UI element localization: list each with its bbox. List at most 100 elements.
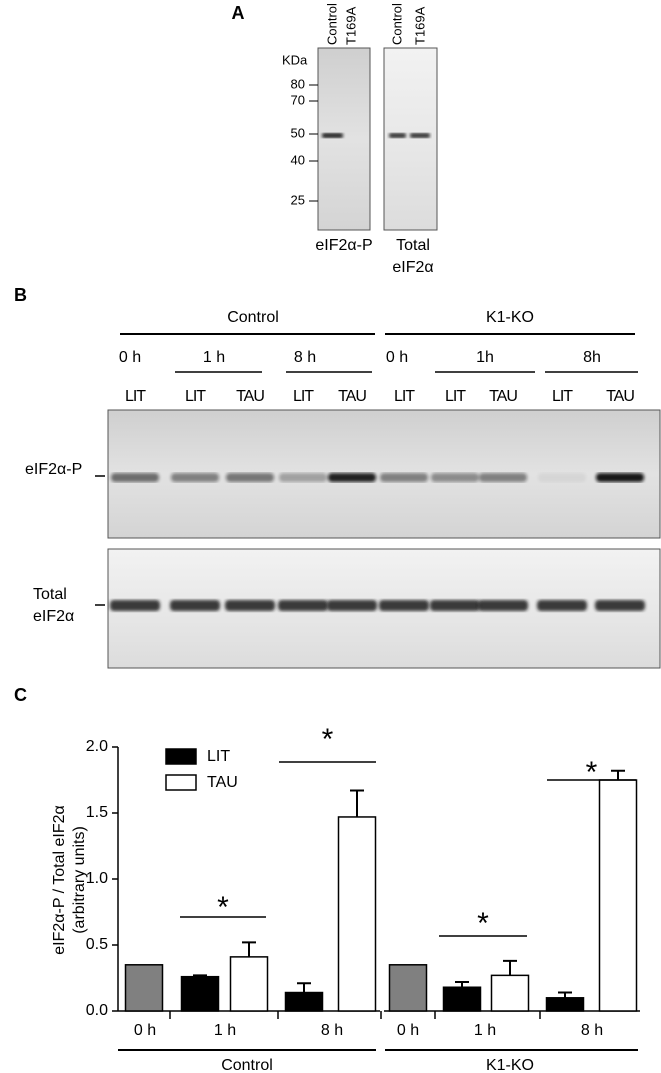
band bbox=[328, 473, 376, 482]
panel-label: A bbox=[232, 3, 245, 23]
band bbox=[327, 600, 377, 611]
significance-label: * bbox=[322, 723, 334, 756]
band bbox=[279, 473, 327, 482]
blot bbox=[383, 47, 438, 231]
y-axis-label: eIF2α-P / Total eIF2α bbox=[51, 805, 68, 955]
row-label: Total bbox=[33, 586, 67, 603]
legend-label: TAU bbox=[207, 774, 238, 791]
bar bbox=[124, 964, 164, 1012]
marker-label: 25 bbox=[291, 192, 305, 207]
error-bar bbox=[611, 769, 625, 780]
blot-label: eIF2α-P bbox=[315, 237, 372, 254]
group-label: K1-KO bbox=[486, 1057, 534, 1073]
bar bbox=[442, 986, 482, 1012]
error-bar bbox=[350, 789, 364, 817]
band bbox=[431, 473, 479, 482]
band bbox=[595, 600, 645, 611]
lane-label: Control bbox=[389, 3, 404, 45]
blot-label: Total bbox=[396, 237, 430, 254]
lane-label: TAU bbox=[606, 388, 634, 405]
lane-label: Control bbox=[324, 3, 339, 45]
bar bbox=[388, 964, 428, 1012]
significance-label: * bbox=[586, 756, 598, 789]
band bbox=[225, 600, 275, 611]
error-bar bbox=[242, 941, 256, 957]
band bbox=[430, 600, 480, 611]
band bbox=[478, 600, 528, 611]
lane-label: TAU bbox=[338, 388, 366, 405]
lane-label: LIT bbox=[293, 388, 314, 405]
bar bbox=[490, 974, 530, 1012]
blot bbox=[317, 47, 371, 231]
y-tick-label: 1.5 bbox=[86, 804, 108, 821]
lane-label: LIT bbox=[125, 388, 146, 405]
y-axis-label: (arbitrary units) bbox=[71, 826, 88, 934]
bar bbox=[229, 956, 269, 1012]
band bbox=[380, 473, 428, 482]
error-bar bbox=[503, 959, 517, 976]
significance-label: * bbox=[477, 907, 489, 940]
x-tick-label: 0 h bbox=[397, 1022, 419, 1039]
error-bar bbox=[193, 974, 207, 977]
bar bbox=[180, 975, 220, 1012]
time-label: 0 h bbox=[119, 349, 141, 366]
y-tick-label: 0.0 bbox=[86, 1002, 108, 1019]
x-tick-label: 8 h bbox=[581, 1022, 603, 1039]
lane-label: LIT bbox=[445, 388, 466, 405]
lane-label: T169A bbox=[343, 6, 358, 45]
legend-label: LIT bbox=[207, 748, 230, 765]
significance-label: * bbox=[217, 891, 229, 924]
band bbox=[322, 133, 343, 138]
time-label: 8 h bbox=[294, 349, 316, 366]
time-label: 8h bbox=[583, 349, 601, 366]
band bbox=[226, 473, 274, 482]
y-tick-label: 2.0 bbox=[86, 738, 108, 755]
band bbox=[538, 473, 586, 482]
band bbox=[111, 473, 159, 482]
y-tick-label: 1.0 bbox=[86, 870, 108, 887]
group-label: Control bbox=[221, 1057, 273, 1073]
blot-label: eIF2α bbox=[392, 259, 433, 276]
time-label: 1 h bbox=[203, 349, 225, 366]
group-label: Control bbox=[227, 309, 279, 326]
band bbox=[170, 600, 220, 611]
kda-label: KDa bbox=[282, 52, 308, 67]
lane-label: LIT bbox=[394, 388, 415, 405]
row-label: eIF2α-P bbox=[25, 461, 82, 478]
marker-label: 80 bbox=[291, 76, 305, 91]
lane-label: LIT bbox=[185, 388, 206, 405]
band bbox=[596, 473, 644, 482]
band bbox=[410, 133, 430, 138]
x-tick-label: 1 h bbox=[214, 1022, 236, 1039]
band bbox=[278, 600, 328, 611]
legend-swatch bbox=[165, 774, 197, 791]
x-tick-label: 1 h bbox=[474, 1022, 496, 1039]
band bbox=[389, 133, 406, 138]
x-tick-label: 8 h bbox=[321, 1022, 343, 1039]
time-label: 0 h bbox=[386, 349, 408, 366]
band bbox=[110, 600, 160, 611]
lane-label: TAU bbox=[489, 388, 517, 405]
lane-label: T169A bbox=[412, 6, 427, 45]
error-bar bbox=[297, 982, 311, 993]
panel-label: B bbox=[14, 285, 27, 305]
marker-label: 70 bbox=[291, 92, 305, 107]
band bbox=[171, 473, 219, 482]
panel-label: C bbox=[14, 685, 27, 705]
y-tick-label: 0.5 bbox=[86, 936, 108, 953]
lane-label: LIT bbox=[552, 388, 573, 405]
band bbox=[537, 600, 587, 611]
time-label: 1h bbox=[476, 349, 494, 366]
lane-label: TAU bbox=[236, 388, 264, 405]
error-bar bbox=[558, 991, 572, 998]
bar bbox=[598, 779, 638, 1012]
x-tick-label: 0 h bbox=[134, 1022, 156, 1039]
band bbox=[479, 473, 527, 482]
marker-label: 50 bbox=[291, 125, 305, 140]
band bbox=[379, 600, 429, 611]
group-label: K1-KO bbox=[486, 309, 534, 326]
marker-label: 40 bbox=[291, 152, 305, 167]
bar bbox=[545, 997, 585, 1012]
bar bbox=[284, 991, 324, 1012]
